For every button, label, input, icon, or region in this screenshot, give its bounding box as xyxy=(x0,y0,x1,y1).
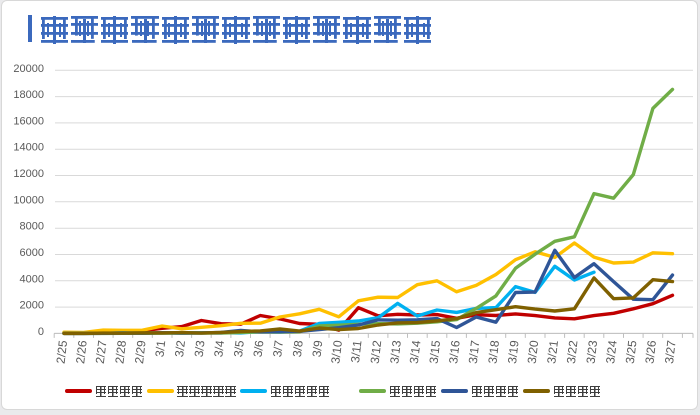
svg-text:3/5: 3/5 xyxy=(231,339,247,357)
svg-text:14000: 14000 xyxy=(13,142,44,154)
svg-text:16000: 16000 xyxy=(13,115,44,127)
svg-text:3/1: 3/1 xyxy=(152,339,168,357)
svg-text:3/23: 3/23 xyxy=(584,339,601,364)
svg-text:6000: 6000 xyxy=(20,247,44,259)
svg-text:2/28: 2/28 xyxy=(112,339,129,364)
svg-text:3/25: 3/25 xyxy=(623,339,640,364)
svg-text:4000: 4000 xyxy=(20,273,44,285)
svg-text:2000: 2000 xyxy=(20,300,44,312)
svg-text:3/19: 3/19 xyxy=(505,339,522,364)
svg-text:3/13: 3/13 xyxy=(387,339,404,364)
svg-text:3/27: 3/27 xyxy=(662,339,679,364)
svg-text:3/11: 3/11 xyxy=(348,339,364,363)
svg-text:10000: 10000 xyxy=(13,194,44,206)
svg-text:3/4: 3/4 xyxy=(211,339,227,357)
svg-text:3/18: 3/18 xyxy=(485,339,502,364)
svg-text:3/22: 3/22 xyxy=(564,339,581,364)
svg-text:3/3: 3/3 xyxy=(192,339,208,357)
svg-text:3/24: 3/24 xyxy=(603,339,620,364)
svg-text:2/26: 2/26 xyxy=(73,339,90,364)
svg-text:3/14: 3/14 xyxy=(407,339,424,364)
svg-text:12000: 12000 xyxy=(13,168,44,180)
svg-text:20000: 20000 xyxy=(13,63,44,75)
svg-text:2/27: 2/27 xyxy=(93,339,110,364)
svg-text:3/6: 3/6 xyxy=(251,339,267,357)
svg-text:3/15: 3/15 xyxy=(427,339,444,364)
svg-text:3/9: 3/9 xyxy=(310,339,326,357)
svg-text:2/29: 2/29 xyxy=(132,339,149,364)
svg-text:3/26: 3/26 xyxy=(642,339,659,364)
svg-text:3/8: 3/8 xyxy=(290,339,306,357)
svg-text:3/7: 3/7 xyxy=(270,339,286,357)
svg-text:3/20: 3/20 xyxy=(525,339,542,364)
svg-text:3/17: 3/17 xyxy=(466,339,483,364)
svg-text:0: 0 xyxy=(38,326,44,338)
svg-text:3/21: 3/21 xyxy=(544,339,561,364)
svg-text:3/2: 3/2 xyxy=(172,339,188,357)
svg-text:2/25: 2/25 xyxy=(54,339,71,364)
svg-text:3/10: 3/10 xyxy=(328,339,345,364)
svg-text:3/12: 3/12 xyxy=(368,339,385,364)
svg-text:3/16: 3/16 xyxy=(446,339,463,364)
svg-text:8000: 8000 xyxy=(20,221,44,233)
svg-text:18000: 18000 xyxy=(13,89,44,101)
